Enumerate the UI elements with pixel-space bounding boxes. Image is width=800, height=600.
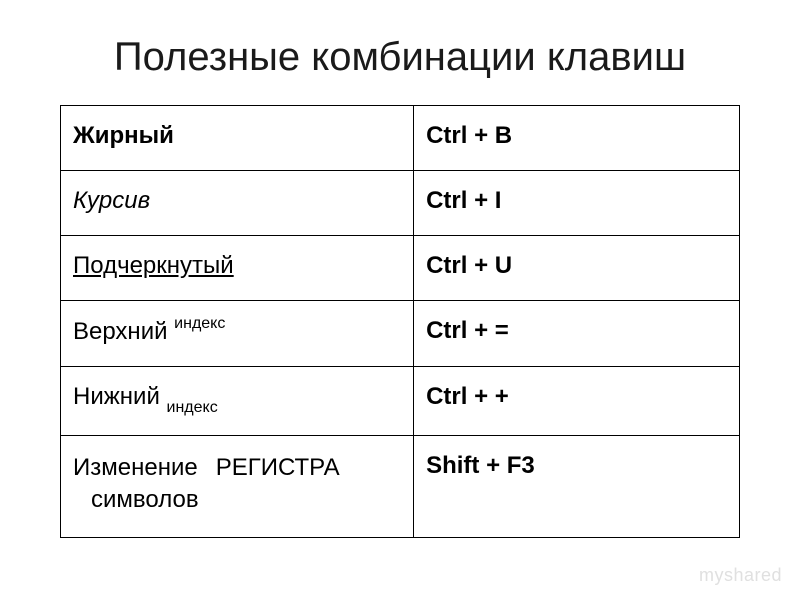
table-row: Нижний индекс Ctrl + +	[61, 367, 740, 436]
label-text: Курсив	[73, 187, 150, 214]
table-row: Подчеркнутый Ctrl + U	[61, 236, 740, 301]
table-row: Курсив Ctrl + I	[61, 171, 740, 236]
label-text-sub: индекс	[167, 399, 218, 416]
shortcut-cell: Shift + F3	[414, 435, 740, 537]
table-row: Верхний индекс Ctrl + =	[61, 301, 740, 367]
label-text-sup: индекс	[174, 315, 225, 332]
label-cell-subscript: Нижний индекс	[61, 367, 414, 436]
label-cell-case: Изменение РЕГИСТРА символов	[61, 435, 414, 537]
label-text: Подчеркнутый	[73, 252, 234, 279]
shortcut-cell: Ctrl + U	[414, 236, 740, 301]
shortcut-cell: Ctrl + I	[414, 171, 740, 236]
label-text: Жирный	[73, 122, 174, 149]
label-text-main: Нижний	[73, 383, 167, 410]
label-text-registra: РЕГИСТРА	[216, 454, 340, 481]
shortcut-cell: Ctrl + +	[414, 367, 740, 436]
label-text-main: Верхний	[73, 318, 174, 345]
label-cell-bold: Жирный	[61, 106, 414, 171]
label-text-line2: символов	[91, 484, 199, 516]
page-title: Полезные комбинации клавиш	[60, 35, 740, 80]
table-row: Изменение РЕГИСТРА символов Shift + F3	[61, 435, 740, 537]
shortcut-cell: Ctrl + =	[414, 301, 740, 367]
watermark: myshared	[699, 565, 782, 586]
table-row: Жирный Ctrl + B	[61, 106, 740, 171]
label-cell-underline: Подчеркнутый	[61, 236, 414, 301]
label-cell-superscript: Верхний индекс	[61, 301, 414, 367]
shortcuts-table: Жирный Ctrl + B Курсив Ctrl + I Подчеркн…	[60, 105, 740, 538]
label-text-main: Изменение	[73, 454, 198, 481]
label-cell-italic: Курсив	[61, 171, 414, 236]
shortcut-cell: Ctrl + B	[414, 106, 740, 171]
